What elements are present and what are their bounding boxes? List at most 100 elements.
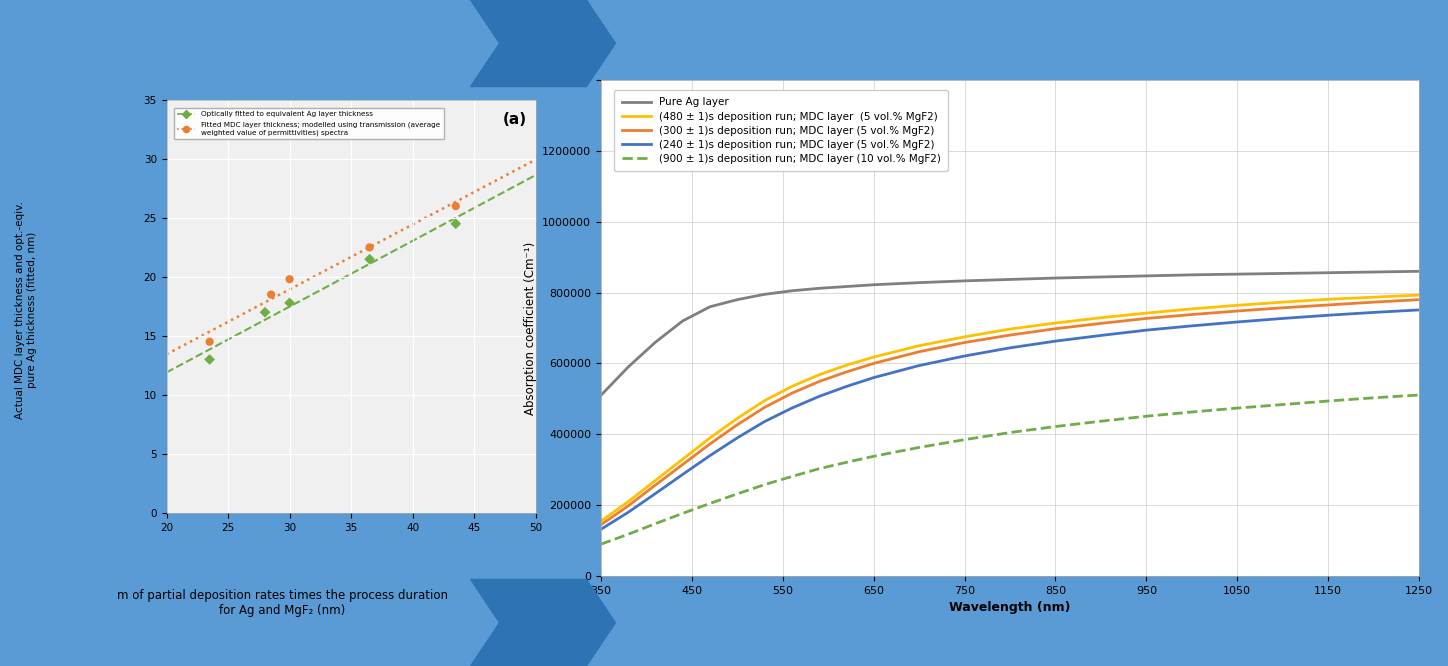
(900 ± 1)s deposition run; MDC layer (10 vol.% MgF2) bbox=[1319, 397, 1337, 405]
Pure Ag layer bbox=[756, 290, 773, 298]
Legend: Pure Ag layer, (480 ± 1)s deposition run; MDC layer  (5 vol.% MgF2), (300 ± 1)s : Pure Ag layer, (480 ± 1)s deposition run… bbox=[614, 90, 948, 171]
(300 ± 1)s deposition run; MDC layer (5 vol.% MgF2) bbox=[811, 378, 828, 386]
(900 ± 1)s deposition run; MDC layer (10 vol.% MgF2) bbox=[1047, 422, 1064, 430]
(300 ± 1)s deposition run; MDC layer (5 vol.% MgF2) bbox=[620, 502, 637, 510]
(480 ± 1)s deposition run; MDC layer  (5 vol.% MgF2) bbox=[1410, 291, 1428, 299]
(480 ± 1)s deposition run; MDC layer  (5 vol.% MgF2) bbox=[956, 333, 973, 341]
(300 ± 1)s deposition run; MDC layer (5 vol.% MgF2) bbox=[837, 368, 854, 376]
Pure Ag layer bbox=[956, 277, 973, 285]
Text: Actual MDC layer thickness and opt.-eqiv.
pure Ag thickness (fitted, nm): Actual MDC layer thickness and opt.-eqiv… bbox=[16, 200, 36, 419]
(300 ± 1)s deposition run; MDC layer (5 vol.% MgF2) bbox=[1183, 310, 1200, 318]
Pure Ag layer bbox=[1047, 274, 1064, 282]
Pure Ag layer bbox=[1002, 276, 1019, 284]
(240 ± 1)s deposition run; MDC layer (5 vol.% MgF2) bbox=[1365, 308, 1383, 316]
(480 ± 1)s deposition run; MDC layer  (5 vol.% MgF2) bbox=[1092, 314, 1109, 322]
(240 ± 1)s deposition run; MDC layer (5 vol.% MgF2) bbox=[1138, 326, 1156, 334]
(480 ± 1)s deposition run; MDC layer  (5 vol.% MgF2) bbox=[647, 476, 665, 484]
Point bbox=[358, 254, 381, 264]
(300 ± 1)s deposition run; MDC layer (5 vol.% MgF2) bbox=[728, 421, 746, 429]
(480 ± 1)s deposition run; MDC layer  (5 vol.% MgF2) bbox=[1319, 295, 1337, 303]
Point bbox=[253, 307, 277, 318]
(900 ± 1)s deposition run; MDC layer (10 vol.% MgF2) bbox=[673, 509, 692, 517]
Pure Ag layer bbox=[783, 287, 801, 295]
(900 ± 1)s deposition run; MDC layer (10 vol.% MgF2) bbox=[756, 481, 773, 489]
(240 ± 1)s deposition run; MDC layer (5 vol.% MgF2) bbox=[1002, 344, 1019, 352]
(900 ± 1)s deposition run; MDC layer (10 vol.% MgF2) bbox=[620, 530, 637, 538]
(240 ± 1)s deposition run; MDC layer (5 vol.% MgF2) bbox=[1319, 311, 1337, 319]
(900 ± 1)s deposition run; MDC layer (10 vol.% MgF2) bbox=[1365, 394, 1383, 402]
(300 ± 1)s deposition run; MDC layer (5 vol.% MgF2) bbox=[1228, 307, 1245, 315]
(900 ± 1)s deposition run; MDC layer (10 vol.% MgF2) bbox=[647, 519, 665, 527]
(480 ± 1)s deposition run; MDC layer  (5 vol.% MgF2) bbox=[1047, 319, 1064, 327]
Pure Ag layer bbox=[673, 317, 692, 325]
Point bbox=[198, 336, 222, 347]
(480 ± 1)s deposition run; MDC layer  (5 vol.% MgF2) bbox=[1002, 325, 1019, 333]
Point bbox=[445, 218, 468, 229]
Text: (b): (b) bbox=[547, 55, 572, 70]
(240 ± 1)s deposition run; MDC layer (5 vol.% MgF2) bbox=[956, 352, 973, 360]
(300 ± 1)s deposition run; MDC layer (5 vol.% MgF2) bbox=[864, 360, 882, 368]
Pure Ag layer bbox=[620, 363, 637, 371]
(300 ± 1)s deposition run; MDC layer (5 vol.% MgF2) bbox=[1138, 314, 1156, 322]
(900 ± 1)s deposition run; MDC layer (10 vol.% MgF2) bbox=[1228, 404, 1245, 412]
(240 ± 1)s deposition run; MDC layer (5 vol.% MgF2) bbox=[1274, 314, 1292, 322]
(900 ± 1)s deposition run; MDC layer (10 vol.% MgF2) bbox=[783, 472, 801, 480]
(300 ± 1)s deposition run; MDC layer (5 vol.% MgF2) bbox=[1002, 331, 1019, 339]
(900 ± 1)s deposition run; MDC layer (10 vol.% MgF2) bbox=[701, 500, 718, 507]
Pure Ag layer bbox=[701, 303, 718, 311]
(480 ± 1)s deposition run; MDC layer  (5 vol.% MgF2) bbox=[1228, 301, 1245, 309]
(240 ± 1)s deposition run; MDC layer (5 vol.% MgF2) bbox=[701, 452, 718, 460]
(480 ± 1)s deposition run; MDC layer  (5 vol.% MgF2) bbox=[620, 498, 637, 505]
Line: Pure Ag layer: Pure Ag layer bbox=[601, 271, 1419, 396]
Legend: Optically fitted to equivalent Ag layer thickness, Fitted MDC layer thickness; m: Optically fitted to equivalent Ag layer … bbox=[174, 108, 445, 139]
Pure Ag layer bbox=[911, 278, 928, 286]
(900 ± 1)s deposition run; MDC layer (10 vol.% MgF2) bbox=[1274, 400, 1292, 408]
Point bbox=[358, 242, 381, 252]
(240 ± 1)s deposition run; MDC layer (5 vol.% MgF2) bbox=[1228, 318, 1245, 326]
(900 ± 1)s deposition run; MDC layer (10 vol.% MgF2) bbox=[837, 458, 854, 466]
Pure Ag layer bbox=[592, 392, 610, 400]
Pure Ag layer bbox=[811, 284, 828, 292]
Point bbox=[278, 298, 301, 308]
(900 ± 1)s deposition run; MDC layer (10 vol.% MgF2) bbox=[811, 465, 828, 473]
(480 ± 1)s deposition run; MDC layer  (5 vol.% MgF2) bbox=[1365, 293, 1383, 301]
(300 ± 1)s deposition run; MDC layer (5 vol.% MgF2) bbox=[647, 481, 665, 489]
(900 ± 1)s deposition run; MDC layer (10 vol.% MgF2) bbox=[1092, 417, 1109, 425]
Pure Ag layer bbox=[837, 282, 854, 290]
Pure Ag layer bbox=[1092, 273, 1109, 281]
(900 ± 1)s deposition run; MDC layer (10 vol.% MgF2) bbox=[592, 540, 610, 548]
(240 ± 1)s deposition run; MDC layer (5 vol.% MgF2) bbox=[592, 525, 610, 533]
(240 ± 1)s deposition run; MDC layer (5 vol.% MgF2) bbox=[620, 508, 637, 516]
Pure Ag layer bbox=[1410, 267, 1428, 275]
(900 ± 1)s deposition run; MDC layer (10 vol.% MgF2) bbox=[864, 452, 882, 460]
(480 ± 1)s deposition run; MDC layer  (5 vol.% MgF2) bbox=[1183, 305, 1200, 313]
(900 ± 1)s deposition run; MDC layer (10 vol.% MgF2) bbox=[911, 444, 928, 452]
Y-axis label: Absorption coefficient (Cm⁻¹): Absorption coefficient (Cm⁻¹) bbox=[524, 241, 537, 415]
Pure Ag layer bbox=[1183, 271, 1200, 279]
(300 ± 1)s deposition run; MDC layer (5 vol.% MgF2) bbox=[911, 348, 928, 356]
Point bbox=[259, 289, 282, 300]
Line: (240 ± 1)s deposition run; MDC layer (5 vol.% MgF2): (240 ± 1)s deposition run; MDC layer (5 … bbox=[601, 310, 1419, 529]
(480 ± 1)s deposition run; MDC layer  (5 vol.% MgF2) bbox=[673, 455, 692, 463]
Text: (a): (a) bbox=[502, 113, 527, 127]
(480 ± 1)s deposition run; MDC layer  (5 vol.% MgF2) bbox=[1274, 298, 1292, 306]
(900 ± 1)s deposition run; MDC layer (10 vol.% MgF2) bbox=[728, 490, 746, 498]
Pure Ag layer bbox=[1274, 270, 1292, 278]
Point bbox=[278, 274, 301, 284]
(900 ± 1)s deposition run; MDC layer (10 vol.% MgF2) bbox=[1410, 391, 1428, 399]
(480 ± 1)s deposition run; MDC layer  (5 vol.% MgF2) bbox=[837, 361, 854, 369]
(240 ± 1)s deposition run; MDC layer (5 vol.% MgF2) bbox=[811, 392, 828, 400]
(480 ± 1)s deposition run; MDC layer  (5 vol.% MgF2) bbox=[864, 353, 882, 361]
(480 ± 1)s deposition run; MDC layer  (5 vol.% MgF2) bbox=[592, 517, 610, 525]
(300 ± 1)s deposition run; MDC layer (5 vol.% MgF2) bbox=[673, 460, 692, 468]
(240 ± 1)s deposition run; MDC layer (5 vol.% MgF2) bbox=[673, 470, 692, 478]
(300 ± 1)s deposition run; MDC layer (5 vol.% MgF2) bbox=[1274, 304, 1292, 312]
(240 ± 1)s deposition run; MDC layer (5 vol.% MgF2) bbox=[728, 434, 746, 442]
(480 ± 1)s deposition run; MDC layer  (5 vol.% MgF2) bbox=[1138, 309, 1156, 317]
(300 ± 1)s deposition run; MDC layer (5 vol.% MgF2) bbox=[1365, 298, 1383, 306]
Text: m of partial deposition rates times the process duration
for Ag and MgF₂ (nm): m of partial deposition rates times the … bbox=[117, 589, 447, 617]
Pure Ag layer bbox=[1228, 270, 1245, 278]
(300 ± 1)s deposition run; MDC layer (5 vol.% MgF2) bbox=[956, 338, 973, 346]
Line: (900 ± 1)s deposition run; MDC layer (10 vol.% MgF2): (900 ± 1)s deposition run; MDC layer (10… bbox=[601, 395, 1419, 544]
Line: (480 ± 1)s deposition run; MDC layer  (5 vol.% MgF2): (480 ± 1)s deposition run; MDC layer (5 … bbox=[601, 295, 1419, 521]
